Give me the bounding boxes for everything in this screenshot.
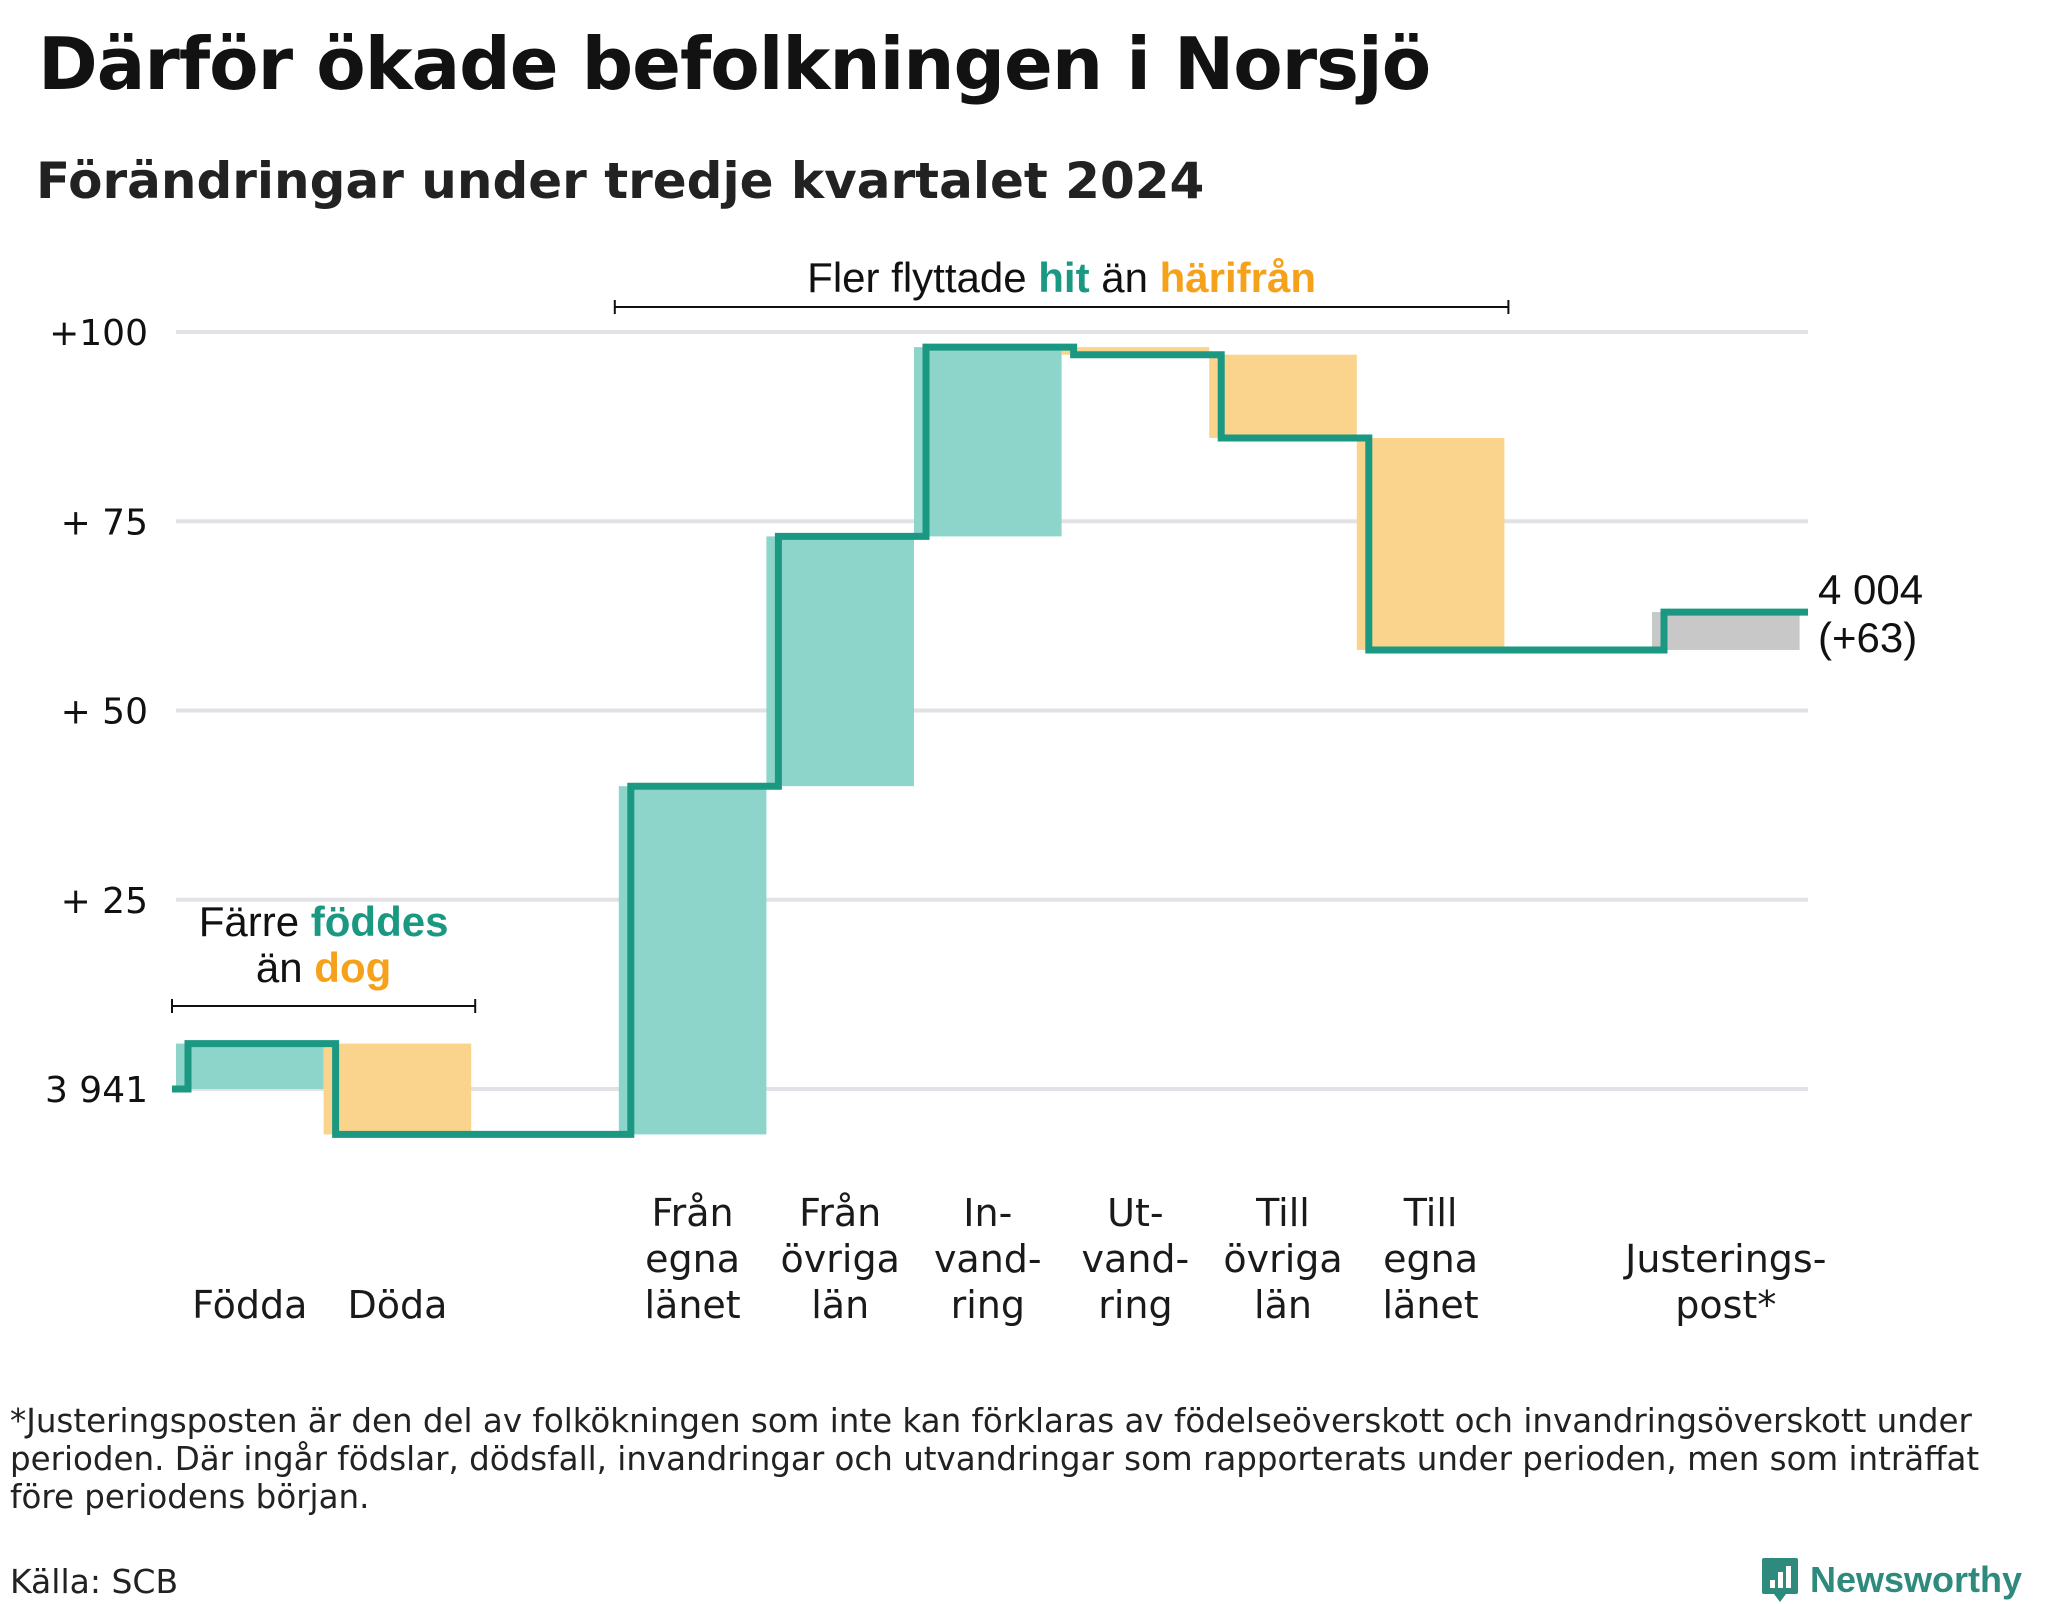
chart-title: Därför ökade befolkningen i Norsjö <box>38 22 1431 106</box>
bar-tillövrigalän <box>1209 354 1357 438</box>
bar-justeringspost <box>1652 612 1800 650</box>
annotation-text: Fler flyttade <box>807 254 1038 301</box>
x-category-label: In- <box>963 1191 1012 1235</box>
x-category-label: ring <box>1098 1283 1172 1327</box>
chart-subtitle: Förändringar under tredje kvartalet 2024 <box>36 152 1205 210</box>
x-category-label: Ut- <box>1107 1191 1163 1235</box>
annotation-migration: Fler flyttade hit än härifrån <box>807 254 1316 301</box>
bar-frånövrigalän <box>766 536 914 787</box>
x-category-label: Döda <box>347 1283 447 1327</box>
annotation-highlight: härifrån <box>1160 254 1316 301</box>
annotation-births-line1: Färre föddes <box>199 898 449 945</box>
x-category-label: egna <box>1383 1237 1478 1281</box>
annotation-text: än <box>1090 254 1160 301</box>
y-tick-label: + 75 <box>61 502 148 543</box>
x-category-label: övriga <box>781 1237 900 1281</box>
x-category-label: län <box>811 1283 869 1327</box>
x-category-label: Födda <box>192 1283 307 1327</box>
x-category-label: Till <box>1255 1191 1310 1235</box>
bar-tillegnalänet <box>1356 437 1505 650</box>
source-label: Källa: SCB <box>10 1562 179 1601</box>
cumulative-line <box>172 343 1808 1138</box>
x-category-label: vand- <box>934 1237 1042 1281</box>
x-axis-categories: Födda DödaFrånegnalänetFrånövrigalänIn-va… <box>192 1191 1826 1327</box>
x-category-label: Från <box>652 1191 734 1235</box>
end-value-text: 4 004 <box>1818 566 1923 613</box>
brand-name: Newsworthy <box>1809 1559 2022 1600</box>
annotation-highlight: dog <box>314 944 391 991</box>
x-category-label: Från <box>799 1191 881 1235</box>
x-category-label: egna <box>645 1237 740 1281</box>
annotation-text: Färre <box>199 898 311 945</box>
bar-frånegnalänet <box>618 786 767 1135</box>
cumulative-line-layer <box>172 343 1808 1138</box>
y-tick-label: + 25 <box>61 881 148 922</box>
x-category-label: vand- <box>1082 1237 1190 1281</box>
x-category-label: ring <box>951 1283 1025 1327</box>
end-value-text: (+63) <box>1818 614 1917 661</box>
annotation-highlight: hit <box>1038 254 1089 301</box>
annotation-births-line2: än dog <box>256 944 391 991</box>
y-tick-label: 3 941 <box>45 1070 148 1111</box>
end-value-label: 4 004(+63) <box>1818 566 1923 661</box>
brand[interactable]: Newsworthy <box>1760 1556 2022 1604</box>
newsworthy-logo-icon <box>1761 1558 1798 1602</box>
bar-födda <box>176 1043 324 1089</box>
x-category-label: Till <box>1403 1191 1458 1235</box>
y-tick-label: +100 <box>49 313 148 354</box>
annotation-highlight: föddes <box>311 898 449 945</box>
x-category-label: post* <box>1675 1283 1776 1327</box>
bar-utvandring <box>1061 347 1210 355</box>
x-category-label: länet <box>1382 1283 1478 1327</box>
x-category-label: Justerings- <box>1623 1237 1826 1281</box>
y-tick-label: + 50 <box>61 692 148 733</box>
footnote: *Justeringsposten är den del av folkökni… <box>10 1402 1980 1516</box>
x-category-label: övriga <box>1223 1237 1342 1281</box>
bars <box>176 347 1800 1135</box>
x-category-label: län <box>1254 1283 1312 1327</box>
bar-invandring <box>914 347 1062 537</box>
y-axis-ticks: 3 941 + 25 + 50 + 75 +100 <box>45 313 148 1111</box>
x-category-label: länet <box>644 1283 740 1327</box>
annotation-text: än <box>256 944 314 991</box>
bar-döda <box>323 1043 472 1135</box>
